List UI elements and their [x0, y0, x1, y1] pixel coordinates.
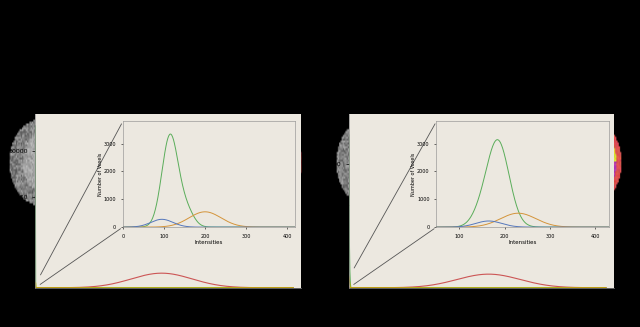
Text: CHUV: CHUV — [359, 196, 390, 206]
Title: Cerebellum Histogram: Cerebellum Histogram — [431, 105, 532, 114]
Text: UCSF: UCSF — [513, 196, 543, 206]
Y-axis label: Number of Voxels: Number of Voxels — [0, 168, 6, 234]
Text: Kispi: Kispi — [41, 196, 68, 206]
Title: Grey Matter Histogram: Grey Matter Histogram — [116, 105, 220, 114]
Y-axis label: Number of Voxels: Number of Voxels — [315, 168, 324, 234]
Text: resolution quality rating of ‘Excellent’. The histograms of the individual label: resolution quality rating of ‘Excellent’… — [3, 309, 400, 314]
X-axis label: Intensities: Intensities — [461, 302, 502, 311]
Text: Fig. 1. Sample cases from each institution in the testing dataset. Each case is : Fig. 1. Sample cases from each instituti… — [3, 292, 408, 297]
Text: Vienna: Vienna — [182, 196, 221, 206]
X-axis label: Intensities: Intensities — [148, 302, 188, 311]
